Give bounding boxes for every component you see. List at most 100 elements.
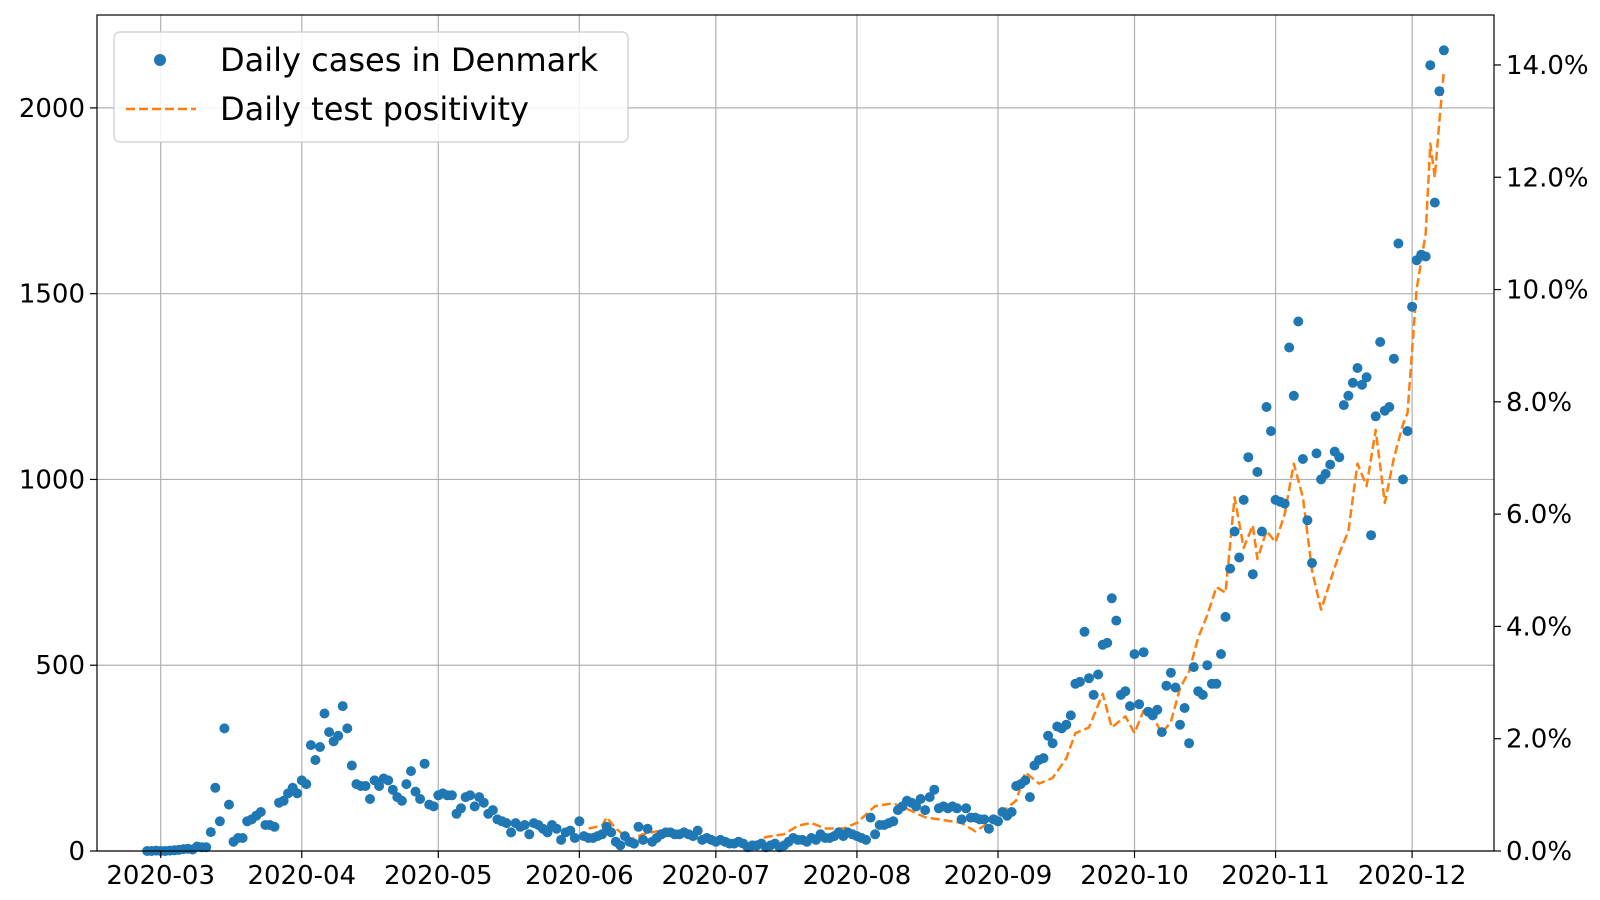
legend-marker-daily-cases: [154, 54, 166, 66]
case-point: [519, 820, 530, 830]
x-tick-label: 2020-09: [944, 861, 1053, 891]
case-point: [1243, 452, 1254, 463]
case-point: [1429, 197, 1440, 208]
case-point: [565, 825, 576, 836]
right-y-tick-label: 14.0%: [1506, 51, 1589, 81]
case-point: [465, 790, 476, 801]
case-point: [692, 825, 703, 836]
case-point: [310, 755, 321, 765]
left-y-tick-label: 500: [35, 651, 85, 681]
case-point: [501, 818, 512, 829]
case-point: [360, 781, 371, 791]
case-point: [551, 823, 562, 834]
right-y-tick-label: 0.0%: [1506, 837, 1572, 867]
right-y-tick-label: 8.0%: [1506, 388, 1572, 418]
case-point: [865, 812, 876, 823]
right-y-axis: 0.0% 2.0% 4.0% 6.0% 8.0% 10.0% 12.0% 14.0%: [1494, 51, 1589, 867]
x-tick-label: 2020-12: [1358, 861, 1467, 891]
case-point: [1361, 372, 1372, 383]
case-point: [1156, 727, 1167, 738]
case-point: [224, 799, 234, 810]
positivity-line: [588, 70, 1446, 847]
case-point: [1438, 45, 1449, 56]
case-point: [633, 821, 644, 832]
case-point: [1220, 611, 1231, 622]
right-y-tick-label: 4.0%: [1506, 612, 1572, 642]
case-point: [1297, 454, 1308, 464]
case-point: [1197, 689, 1208, 700]
case-point: [237, 833, 248, 843]
case-point: [219, 723, 230, 734]
case-point: [1284, 342, 1295, 353]
case-point: [415, 794, 426, 804]
case-point: [205, 827, 216, 838]
case-point: [292, 788, 303, 799]
case-point: [929, 784, 940, 795]
case-point: [396, 795, 407, 806]
case-point: [319, 708, 330, 719]
case-point: [1357, 379, 1367, 390]
case-point: [1307, 558, 1317, 568]
left-y-axis: 0 500 1000 1500 2000: [19, 94, 97, 867]
case-point: [870, 829, 881, 840]
left-y-tick-label: 1500: [19, 280, 85, 310]
case-point: [1252, 467, 1263, 477]
case-point: [1261, 402, 1272, 412]
case-point: [1247, 569, 1258, 580]
case-point: [1079, 626, 1090, 637]
legend: Daily cases in Denmark Daily test positi…: [113, 31, 629, 143]
case-point: [1370, 411, 1381, 422]
case-point: [1407, 301, 1418, 312]
case-point: [1325, 459, 1336, 470]
case-point: [201, 842, 212, 853]
right-y-tick-label: 2.0%: [1506, 725, 1572, 755]
case-point: [410, 786, 421, 797]
case-point: [1165, 667, 1176, 678]
right-y-tick-label: 10.0%: [1506, 276, 1589, 306]
case-point: [383, 775, 394, 786]
case-point: [1093, 669, 1104, 680]
case-point: [278, 795, 289, 806]
case-point: [574, 816, 585, 827]
case-point: [1225, 563, 1236, 574]
case-point: [1229, 526, 1240, 537]
case-point: [1366, 530, 1377, 541]
case-point: [1102, 637, 1113, 648]
case-point: [1234, 552, 1245, 563]
case-point: [993, 816, 1003, 827]
case-point: [456, 803, 466, 814]
case-point: [1393, 238, 1404, 249]
case-point: [1152, 704, 1163, 715]
case-point: [1038, 753, 1049, 764]
case-point: [506, 827, 517, 838]
case-point: [1434, 86, 1445, 97]
case-point: [1352, 363, 1363, 373]
case-point: [401, 779, 412, 790]
case-point: [1175, 719, 1185, 730]
case-point: [1043, 730, 1054, 741]
case-point: [333, 730, 344, 741]
left-y-tick-label: 2000: [19, 94, 85, 124]
case-point: [524, 829, 535, 840]
case-point: [1020, 775, 1031, 786]
case-point: [1179, 703, 1190, 713]
case-point: [1343, 390, 1354, 401]
case-point: [1024, 792, 1035, 803]
case-point: [1425, 60, 1436, 71]
case-point: [1311, 448, 1322, 459]
series-daily-cases: [142, 45, 1449, 856]
case-point: [1279, 498, 1290, 509]
case-point: [1256, 526, 1267, 537]
case-point: [1288, 390, 1299, 401]
x-tick-label: 2020-10: [1080, 861, 1189, 891]
x-tick-label: 2020-08: [803, 861, 912, 891]
case-point: [301, 779, 312, 790]
case-point: [1302, 515, 1313, 526]
legend-label-daily-cases: Daily cases in Denmark: [220, 41, 598, 79]
x-tick-label: 2020-11: [1221, 861, 1330, 891]
right-y-tick-label: 6.0%: [1506, 500, 1572, 530]
case-point: [1420, 251, 1431, 262]
case-point: [1388, 353, 1399, 364]
case-point: [556, 834, 567, 845]
case-point: [924, 792, 935, 803]
